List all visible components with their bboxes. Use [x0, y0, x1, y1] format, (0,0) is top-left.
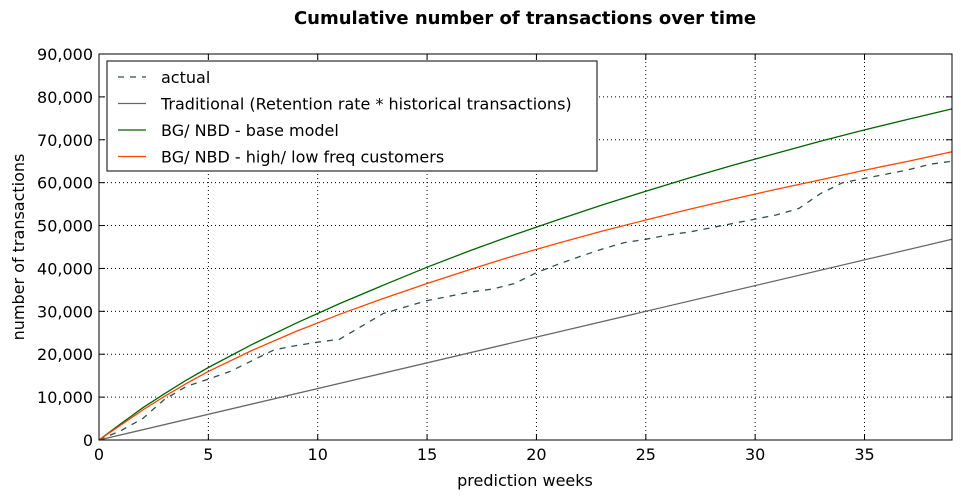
series-lines — [98, 108, 953, 441]
plot-area-frame — [98, 53, 953, 441]
series-line-2 — [98, 108, 953, 441]
x-tick-label: 35 — [854, 445, 874, 464]
series-line-0 — [98, 160, 953, 441]
legend-label-3: BG/ NBD - high/ low freq customers — [161, 148, 444, 167]
chart-title: Cumulative number of transactions over t… — [294, 8, 756, 29]
legend-label-2: BG/ NBD - base model — [161, 121, 339, 140]
y-tick-label: 20,000 — [37, 345, 93, 364]
x-tick-label: 0 — [94, 445, 104, 464]
legend-label-0: actual — [161, 68, 210, 87]
series-line-1 — [98, 238, 953, 441]
y-tick-label: 30,000 — [37, 302, 93, 321]
y-axis-label: number of transactions — [9, 154, 28, 341]
x-tick-label: 10 — [308, 445, 328, 464]
y-tick-label: 0 — [83, 431, 93, 450]
series-line-3 — [98, 151, 953, 441]
x-axis-label: prediction weeks — [457, 471, 593, 490]
x-tick-label: 20 — [526, 445, 546, 464]
y-tick-label: 50,000 — [37, 217, 93, 236]
x-tick-label: 30 — [745, 445, 765, 464]
y-tick-label: 40,000 — [37, 259, 93, 278]
y-tick-label: 80,000 — [37, 88, 93, 107]
y-tick-label: 90,000 — [37, 45, 93, 64]
axis-ticks: 0 5 10 15 20 25 30 35 0 10,000 20,000 30,000 40,000 5… — [37, 45, 952, 464]
y-tick-label: 60,000 — [37, 174, 93, 193]
legend: actual Traditional (Retention rate * hist… — [106, 60, 598, 172]
x-tick-label: 5 — [203, 445, 213, 464]
x-tick-label: 25 — [636, 445, 656, 464]
legend-box — [106, 60, 598, 172]
legend-label-1: Traditional (Retention rate * historical… — [160, 95, 572, 114]
x-tick-label: 15 — [417, 445, 437, 464]
y-tick-label: 70,000 — [37, 131, 93, 150]
y-tick-label: 10,000 — [37, 388, 93, 407]
